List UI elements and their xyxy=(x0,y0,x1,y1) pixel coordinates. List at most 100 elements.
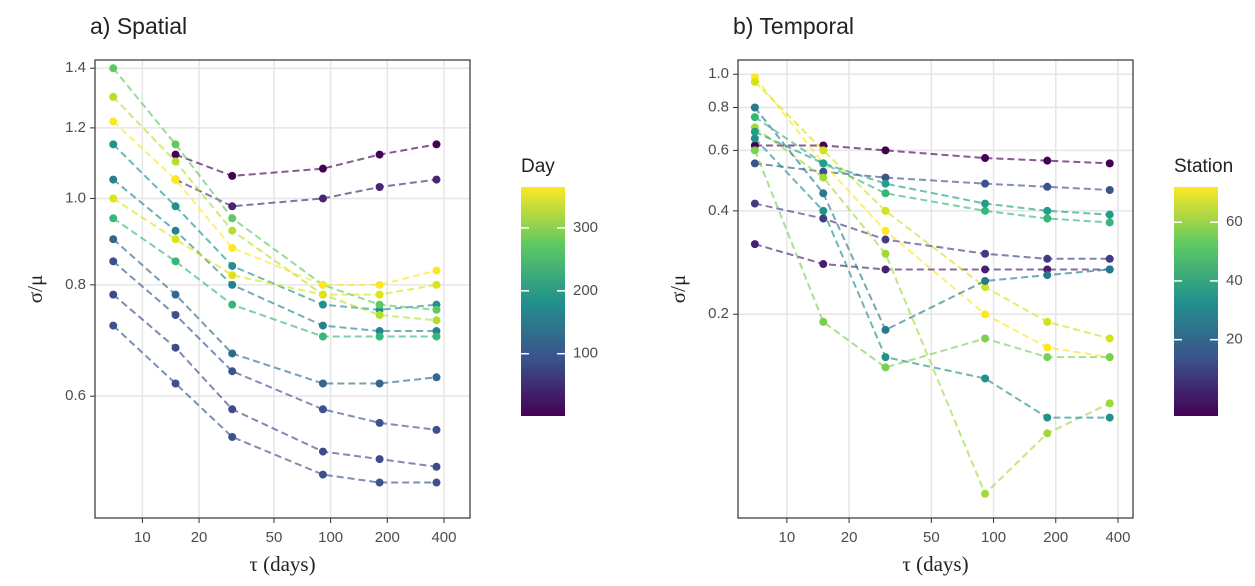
data-point xyxy=(881,235,890,244)
data-point xyxy=(750,240,759,249)
data-point xyxy=(750,199,759,208)
data-point xyxy=(1105,399,1114,408)
data-point xyxy=(432,266,441,275)
data-point xyxy=(1043,353,1052,362)
x-tick-label: 200 xyxy=(1043,529,1068,546)
series-line xyxy=(754,116,1110,224)
data-point xyxy=(981,283,990,292)
series-line xyxy=(112,178,437,333)
data-point xyxy=(228,202,237,211)
data-point xyxy=(171,150,180,159)
data-point xyxy=(750,103,759,112)
data-point xyxy=(171,311,180,320)
legend-title: Station xyxy=(1174,156,1233,177)
x-tick-label: 20 xyxy=(191,529,208,546)
x-tick-label: 200 xyxy=(375,529,400,546)
data-point xyxy=(375,418,384,427)
data-point xyxy=(109,194,118,203)
data-point xyxy=(375,150,384,159)
series-line xyxy=(112,96,437,322)
series-line xyxy=(753,150,1110,369)
x-tick-label: 100 xyxy=(318,529,343,546)
data-point xyxy=(1043,206,1052,215)
colorbar-tick-label: 300 xyxy=(573,219,598,236)
data-point xyxy=(109,214,118,223)
colorbar-tick-label: 100 xyxy=(573,345,598,362)
plot-background xyxy=(738,60,1133,518)
data-point xyxy=(750,146,759,155)
data-point xyxy=(981,265,990,274)
data-point xyxy=(1043,156,1052,165)
data-point xyxy=(171,343,180,352)
x-tick-label: 50 xyxy=(923,529,940,546)
x-tick-label: 400 xyxy=(1105,529,1130,546)
data-point xyxy=(318,300,327,309)
colorbar-tick-label: 40 xyxy=(1226,272,1243,289)
data-point xyxy=(109,235,118,244)
data-point xyxy=(981,249,990,258)
data-point xyxy=(228,243,237,252)
data-point xyxy=(819,189,828,198)
data-point xyxy=(819,206,828,215)
data-point xyxy=(981,310,990,319)
data-point xyxy=(981,206,990,215)
data-point xyxy=(1105,186,1114,195)
series-line xyxy=(754,144,1110,165)
data-point xyxy=(432,327,441,336)
series-line xyxy=(112,143,437,311)
y-tick-label: 1.4 xyxy=(65,59,86,76)
data-point xyxy=(750,77,759,86)
x-tick-label: 10 xyxy=(779,529,796,546)
data-point xyxy=(432,305,441,314)
data-point xyxy=(432,280,441,289)
data-point xyxy=(1043,182,1052,191)
data-point xyxy=(881,173,890,182)
data-point xyxy=(318,280,327,289)
data-point xyxy=(432,462,441,471)
data-point xyxy=(432,373,441,382)
series-line xyxy=(112,217,437,338)
data-point xyxy=(981,276,990,285)
data-point xyxy=(375,280,384,289)
data-point xyxy=(881,226,890,235)
data-point xyxy=(432,316,441,325)
data-point xyxy=(318,405,327,414)
data-point xyxy=(318,332,327,341)
data-point xyxy=(318,447,327,456)
data-point xyxy=(1105,413,1114,422)
x-axis-title: τ (days) xyxy=(249,552,315,576)
data-point xyxy=(432,140,441,149)
data-point xyxy=(228,432,237,441)
plot-border xyxy=(737,59,1134,519)
data-point xyxy=(228,349,237,358)
data-point xyxy=(819,317,828,326)
data-point xyxy=(228,271,237,280)
data-point xyxy=(318,164,327,173)
series-line xyxy=(112,324,437,484)
x-tick-label: 10 xyxy=(134,529,151,546)
data-point xyxy=(750,113,759,122)
colorbar xyxy=(1174,187,1218,416)
y-tick-label: 0.6 xyxy=(65,387,86,404)
series-line xyxy=(754,243,1110,271)
data-point xyxy=(1043,254,1052,263)
series-line xyxy=(754,126,1111,496)
data-point xyxy=(109,140,118,149)
data-point xyxy=(750,127,759,136)
x-tick-label: 400 xyxy=(431,529,456,546)
data-point xyxy=(981,199,990,208)
data-point xyxy=(318,194,327,203)
data-point xyxy=(1043,413,1052,422)
data-point xyxy=(375,478,384,487)
data-point xyxy=(1105,254,1114,263)
series-line xyxy=(754,137,1110,419)
series-line xyxy=(112,197,437,296)
plot-border xyxy=(94,59,471,519)
data-point xyxy=(228,367,237,376)
y-tick-label: 0.2 xyxy=(708,305,729,322)
data-point xyxy=(881,189,890,198)
chart-title: b) Temporal xyxy=(733,13,854,39)
colorbar-tick-label: 20 xyxy=(1226,331,1243,348)
